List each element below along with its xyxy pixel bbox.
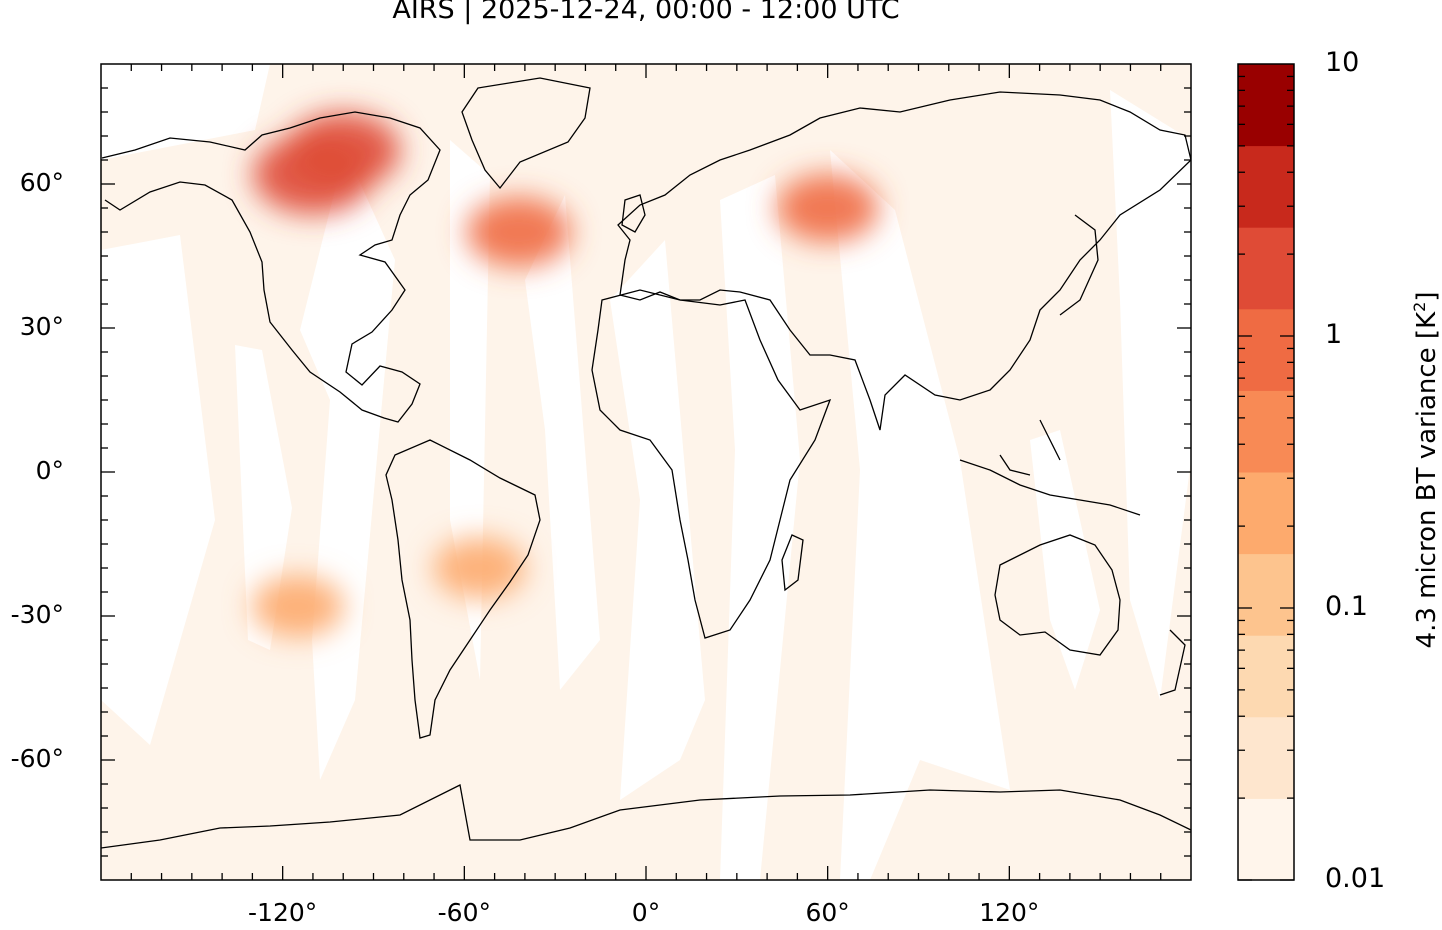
coastline-japan (1059, 214, 1099, 316)
longitude-tick-label: 60° (805, 898, 850, 927)
coastline-australia (994, 534, 1121, 656)
swath-gap (101, 64, 270, 160)
swath-gap (720, 175, 800, 880)
colorbar-bin (1238, 227, 1294, 310)
hotspot (433, 537, 526, 599)
map-plot-area (101, 64, 1191, 880)
variance-hotspots (251, 112, 879, 638)
colorbar-tick-label: 1 (1325, 319, 1343, 350)
coastline-new-zealand (1159, 629, 1186, 696)
hotspot (466, 197, 572, 267)
colorbar-bin (1238, 145, 1294, 228)
hotspot (251, 575, 345, 638)
coastline-british-isles (621, 194, 646, 233)
hotspot (286, 112, 401, 189)
swath-gap (235, 345, 292, 650)
colorbar-tick-label: 10 (1325, 47, 1360, 78)
swath-gap (1110, 90, 1191, 700)
latitude-tick-label: -60° (10, 744, 64, 773)
colorbar-title-end: ] (1411, 291, 1442, 302)
colorbar-title-main: 4.3 micron BT variance [K (1411, 311, 1442, 649)
coastline-madagascar (781, 534, 804, 592)
longitude-tick-label: -120° (248, 898, 318, 927)
longitude-tick-label: 120° (979, 898, 1040, 927)
swath-gap (101, 235, 215, 745)
map-title: AIRS | 2025-12-24, 00:00 - 12:00 UTC (392, 0, 900, 25)
swath-gap (830, 150, 1010, 880)
swath-gap (610, 240, 705, 800)
colorbar-title: 4.3 micron BT variance [K2] (1410, 292, 1442, 649)
colorbar-title-exponent: 2 (1410, 301, 1430, 312)
latitude-tick-label: 0° (35, 456, 64, 485)
coastlines (101, 77, 1191, 849)
hotspot (776, 174, 879, 242)
colorbar-tick-label: 0.01 (1325, 863, 1386, 894)
swath-gap (1030, 430, 1100, 690)
longitude-tick-label: 0° (631, 898, 661, 927)
coastline-north-america (101, 111, 441, 423)
latitude-tick-label: 30° (19, 312, 64, 341)
latitude-tick-label: -30° (10, 600, 64, 629)
coastline-south-america (385, 439, 541, 739)
colorbar-bin (1238, 472, 1294, 555)
colorbar-bin (1238, 635, 1294, 718)
colorbar-bin (1238, 390, 1294, 473)
colorbar-frame (1237, 63, 1295, 881)
coastline-africa (591, 289, 832, 639)
colorbar-bin (1238, 798, 1294, 881)
latitude-tick-label: 60° (19, 168, 64, 197)
coastline-europe-asia (617, 91, 1191, 431)
colorbar-bin (1238, 308, 1294, 391)
swath-gap (525, 195, 600, 690)
coastline-greenland (461, 77, 591, 190)
colorbar (1238, 64, 1294, 881)
colorbar-bin (1238, 716, 1294, 799)
coastline-antarctica (101, 784, 1191, 849)
longitude-tick-label: -60° (437, 898, 491, 927)
colorbar-bin (1238, 64, 1294, 147)
map-tick-marks (101, 64, 1191, 880)
colorbar-bin (1238, 553, 1294, 636)
colorbar-tick-label: 0.1 (1325, 591, 1368, 622)
coastline-indonesia (959, 419, 1141, 516)
colorbar-tick-marks (1238, 75, 1294, 881)
